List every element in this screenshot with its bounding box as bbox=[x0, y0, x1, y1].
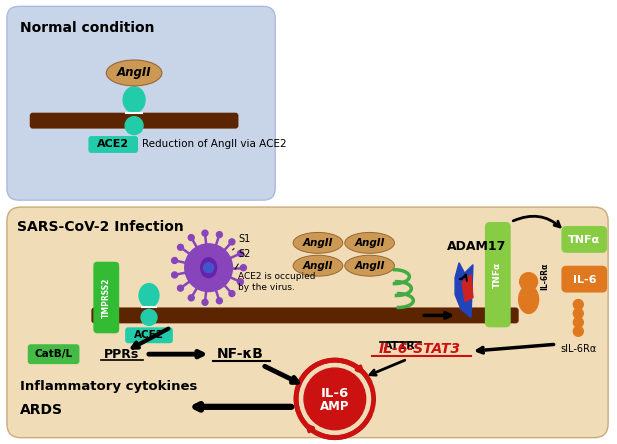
FancyBboxPatch shape bbox=[485, 222, 511, 327]
Ellipse shape bbox=[139, 284, 159, 307]
Text: AMP: AMP bbox=[320, 400, 350, 413]
Text: AngII: AngII bbox=[303, 238, 333, 248]
Circle shape bbox=[178, 244, 183, 250]
Text: by the virus.: by the virus. bbox=[238, 283, 296, 292]
Ellipse shape bbox=[123, 87, 145, 113]
Text: TMPRSS2: TMPRSS2 bbox=[102, 278, 111, 318]
Text: IL-6-STAT3: IL-6-STAT3 bbox=[378, 342, 460, 356]
Ellipse shape bbox=[106, 60, 162, 86]
Ellipse shape bbox=[201, 258, 217, 278]
Text: IL-6: IL-6 bbox=[321, 388, 349, 400]
FancyBboxPatch shape bbox=[125, 327, 173, 343]
Circle shape bbox=[573, 309, 583, 318]
Circle shape bbox=[217, 232, 222, 238]
FancyBboxPatch shape bbox=[91, 307, 519, 323]
Text: IL-6: IL-6 bbox=[573, 275, 596, 285]
Text: Normal condition: Normal condition bbox=[20, 21, 154, 35]
Text: ACE2 is occupied: ACE2 is occupied bbox=[238, 272, 316, 281]
Circle shape bbox=[202, 230, 208, 236]
Circle shape bbox=[172, 272, 178, 278]
Text: CatB/L: CatB/L bbox=[35, 349, 73, 359]
Ellipse shape bbox=[293, 233, 343, 254]
Text: S1: S1 bbox=[233, 234, 251, 250]
Ellipse shape bbox=[519, 285, 539, 313]
Ellipse shape bbox=[293, 255, 343, 276]
Ellipse shape bbox=[345, 255, 394, 276]
Text: ACE2: ACE2 bbox=[134, 330, 164, 340]
Circle shape bbox=[238, 250, 243, 257]
FancyBboxPatch shape bbox=[561, 226, 607, 253]
Circle shape bbox=[238, 279, 243, 285]
Text: ACE2: ACE2 bbox=[97, 139, 130, 150]
Text: TNFα: TNFα bbox=[494, 262, 502, 288]
Polygon shape bbox=[462, 275, 473, 301]
Text: PPRs: PPRs bbox=[104, 348, 139, 361]
Text: S2: S2 bbox=[235, 249, 251, 270]
Text: TNFα: TNFα bbox=[568, 235, 600, 245]
Circle shape bbox=[202, 299, 208, 305]
FancyBboxPatch shape bbox=[561, 266, 607, 293]
Text: AngII: AngII bbox=[354, 261, 385, 271]
Circle shape bbox=[188, 234, 194, 241]
Polygon shape bbox=[461, 265, 473, 317]
Text: AngII: AngII bbox=[303, 261, 333, 271]
Text: AngII: AngII bbox=[117, 67, 151, 79]
Circle shape bbox=[573, 326, 583, 336]
Circle shape bbox=[304, 368, 366, 430]
Text: SARS-CoV-2 Infection: SARS-CoV-2 Infection bbox=[17, 220, 184, 234]
Circle shape bbox=[217, 298, 222, 304]
Circle shape bbox=[188, 295, 194, 301]
Text: Inflammatory cytokines: Inflammatory cytokines bbox=[20, 380, 197, 393]
Text: Reduction of AngII via ACE2: Reduction of AngII via ACE2 bbox=[142, 139, 287, 150]
Text: sIL-6Rα: sIL-6Rα bbox=[560, 344, 597, 354]
Ellipse shape bbox=[345, 233, 394, 254]
Circle shape bbox=[520, 273, 537, 290]
FancyBboxPatch shape bbox=[7, 207, 608, 438]
Polygon shape bbox=[455, 263, 467, 309]
Ellipse shape bbox=[125, 117, 143, 135]
FancyBboxPatch shape bbox=[7, 6, 275, 200]
Circle shape bbox=[573, 300, 583, 309]
FancyBboxPatch shape bbox=[88, 136, 138, 153]
Circle shape bbox=[229, 290, 235, 297]
Circle shape bbox=[229, 239, 235, 245]
Text: AT1R: AT1R bbox=[384, 341, 415, 351]
Circle shape bbox=[172, 258, 178, 263]
Text: IL-6Rα: IL-6Rα bbox=[540, 263, 550, 290]
Circle shape bbox=[573, 317, 583, 327]
FancyBboxPatch shape bbox=[28, 344, 80, 364]
Text: AngII: AngII bbox=[354, 238, 385, 248]
FancyBboxPatch shape bbox=[93, 262, 119, 333]
Circle shape bbox=[204, 263, 213, 273]
Text: ARDS: ARDS bbox=[20, 403, 63, 417]
Circle shape bbox=[178, 285, 183, 291]
Circle shape bbox=[241, 265, 246, 271]
Ellipse shape bbox=[141, 309, 157, 325]
Circle shape bbox=[184, 244, 233, 292]
Text: ADAM17: ADAM17 bbox=[447, 240, 507, 254]
Text: NF-κB: NF-κB bbox=[217, 347, 264, 361]
FancyBboxPatch shape bbox=[30, 113, 238, 129]
